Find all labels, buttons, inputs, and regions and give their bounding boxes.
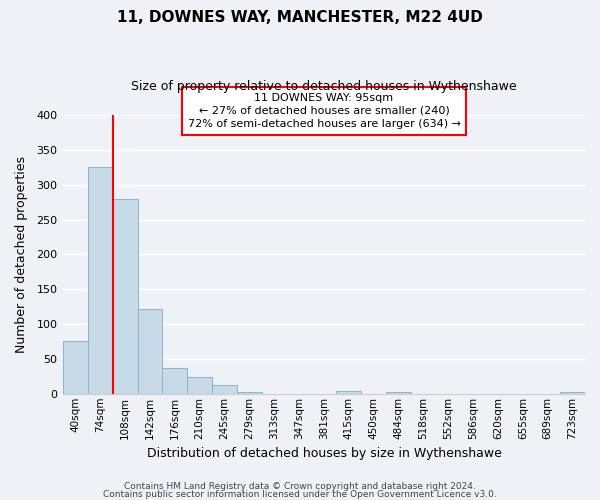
Bar: [113, 198, 137, 394]
Bar: [63, 341, 88, 394]
Bar: [386, 392, 411, 394]
Title: Size of property relative to detached houses in Wythenshawe: Size of property relative to detached ho…: [131, 80, 517, 93]
Y-axis label: Number of detached properties: Number of detached properties: [15, 156, 28, 353]
Text: 11, DOWNES WAY, MANCHESTER, M22 4UD: 11, DOWNES WAY, MANCHESTER, M22 4UD: [117, 10, 483, 25]
Bar: [187, 377, 212, 394]
Bar: [560, 392, 585, 394]
Bar: [88, 168, 113, 394]
Bar: [237, 392, 262, 394]
Bar: [337, 391, 361, 394]
X-axis label: Distribution of detached houses by size in Wythenshawe: Distribution of detached houses by size …: [146, 447, 502, 460]
Text: 11 DOWNES WAY: 95sqm
← 27% of detached houses are smaller (240)
72% of semi-deta: 11 DOWNES WAY: 95sqm ← 27% of detached h…: [188, 92, 461, 129]
Text: Contains public sector information licensed under the Open Government Licence v3: Contains public sector information licen…: [103, 490, 497, 499]
Text: Contains HM Land Registry data © Crown copyright and database right 2024.: Contains HM Land Registry data © Crown c…: [124, 482, 476, 491]
Bar: [212, 386, 237, 394]
Bar: [137, 308, 163, 394]
Bar: [163, 368, 187, 394]
